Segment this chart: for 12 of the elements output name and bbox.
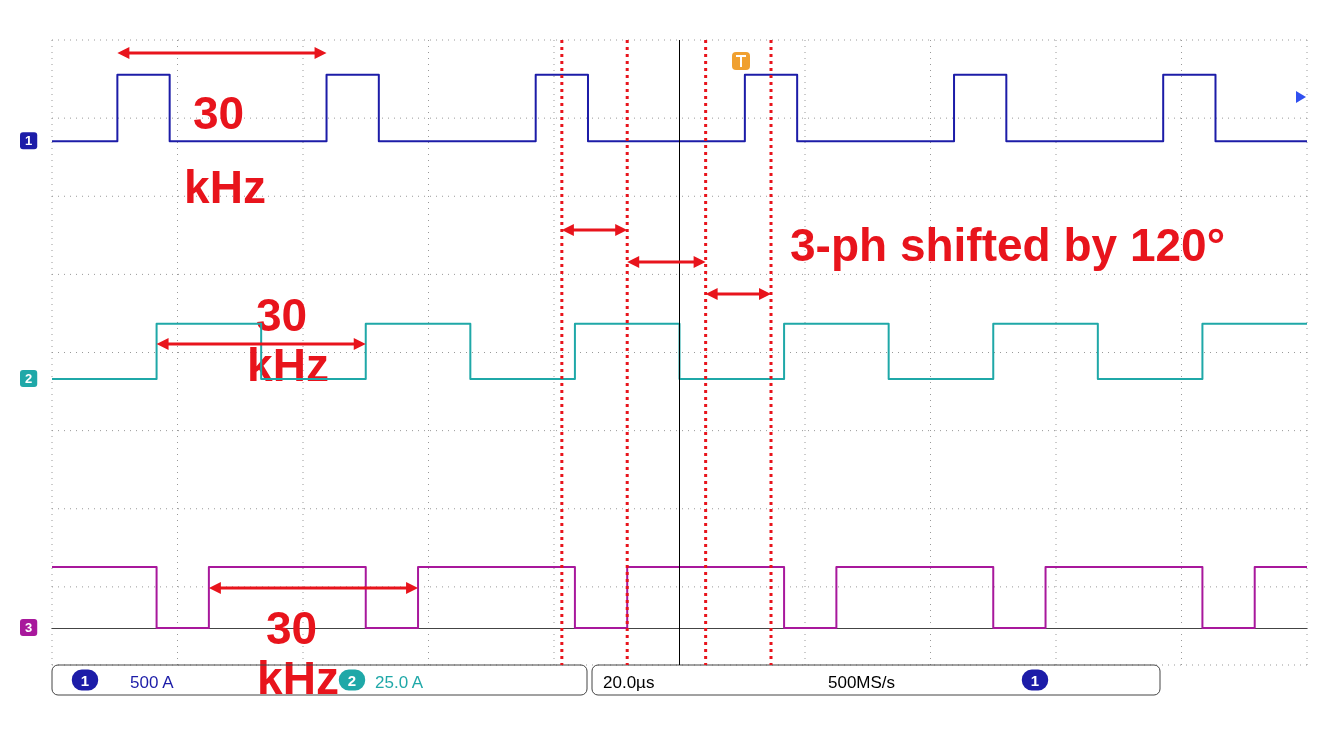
annotation: 30 kHz <box>184 87 266 213</box>
annotation: 3-ph shifted by 120° <box>790 219 1226 271</box>
text: 2 <box>347 671 357 689</box>
text: 500 A <box>130 673 175 692</box>
series-label: 1 <box>25 133 33 149</box>
text: 500MS/s <box>828 673 896 692</box>
text: 20.0µs <box>603 673 655 692</box>
text: 1 <box>80 671 90 689</box>
text: 25.0 A <box>375 673 424 692</box>
text: 1 <box>1030 671 1040 689</box>
text: 3 <box>25 619 33 635</box>
series-label: 2 <box>25 371 33 387</box>
